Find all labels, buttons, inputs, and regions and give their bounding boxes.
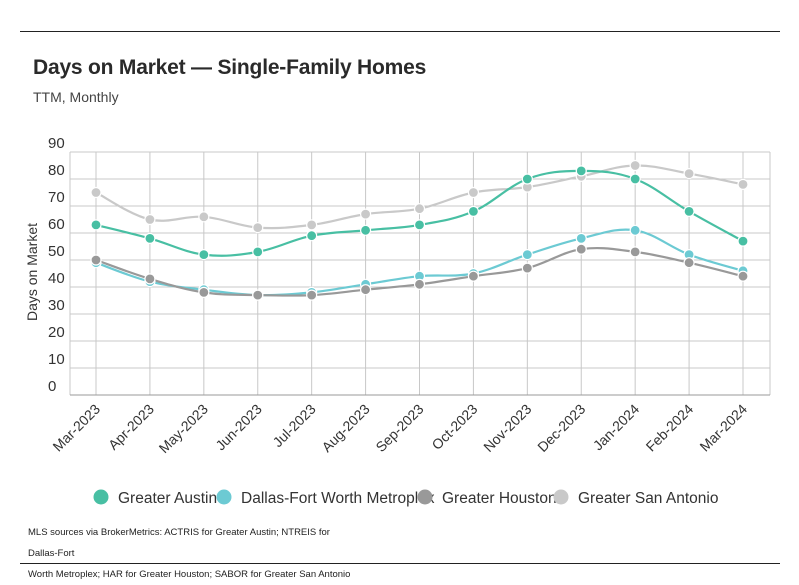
data-point (198, 211, 210, 223)
legend: Greater Austin Dallas-Fort Worth Metrople… (93, 489, 718, 507)
y-tick-label: 80 (48, 162, 65, 179)
y-tick-label: 40 (48, 270, 65, 287)
data-point (737, 178, 749, 190)
x-tick-label: Feb-2024 (643, 401, 697, 455)
data-point (629, 159, 641, 172)
legend-label: Greater Houston (442, 490, 557, 507)
data-point (306, 289, 318, 301)
legend-item: Greater Houston (417, 489, 557, 507)
data-point (737, 270, 749, 282)
source-note: MLS sources via BrokerMetrics: ACTRIS fo… (28, 522, 358, 585)
data-point (252, 222, 264, 234)
chart-title: Days on Market — Single-Family Homes (33, 56, 427, 79)
data-point (90, 254, 102, 266)
x-tick-label: Oct-2023 (428, 401, 480, 453)
x-tick-label: Jan-2024 (590, 401, 643, 454)
x-tick-label: Dec-2023 (534, 401, 588, 455)
x-tick-label: Sep-2023 (372, 401, 426, 455)
data-point (198, 286, 210, 298)
legend-marker (93, 489, 109, 505)
data-point (629, 224, 641, 236)
y-tick-label: 30 (48, 297, 65, 314)
y-tick-label: 70 (48, 189, 65, 206)
x-tick-label: Mar-2023 (49, 401, 103, 455)
data-point (306, 230, 318, 242)
legend-item: Dallas-Fort Worth Metroplex (216, 489, 435, 507)
legend-item: Greater San Antonio (553, 489, 718, 507)
data-point (521, 262, 533, 274)
data-point (467, 205, 480, 217)
y-tick-label: 50 (48, 243, 65, 260)
data-point (575, 165, 587, 177)
bottom-divider (20, 563, 780, 564)
data-point (683, 168, 695, 180)
data-point (413, 203, 426, 215)
chart-subtitle: TTM, Monthly (33, 89, 119, 105)
x-tick-label: Apr-2023 (105, 401, 157, 453)
data-point (144, 232, 156, 244)
data-point (629, 246, 641, 258)
data-point (252, 289, 264, 301)
y-tick-label: 90 (48, 135, 65, 152)
data-point (413, 219, 426, 231)
legend-label: Greater San Antonio (578, 490, 718, 507)
legend-marker (417, 489, 433, 505)
data-point (144, 213, 156, 226)
data-point (359, 224, 372, 236)
data-point (575, 243, 587, 255)
data-point (198, 249, 210, 261)
y-tick-label: 10 (48, 351, 65, 368)
legend-label: Greater Austin (118, 490, 217, 507)
y-tick-label: 0 (48, 378, 56, 395)
series-points (90, 159, 749, 301)
data-point (683, 205, 695, 217)
legend-marker (553, 489, 569, 505)
data-point (467, 270, 480, 282)
data-point (359, 208, 372, 220)
data-point (144, 273, 156, 285)
data-point (252, 246, 264, 258)
data-point (306, 219, 318, 231)
x-tick-label: Mar-2024 (696, 401, 750, 455)
legend-item: Greater Austin (93, 489, 217, 507)
y-axis-ticks: 0 10 20 30 40 50 60 70 80 90 (48, 135, 65, 395)
x-tick-label: May-2023 (156, 401, 211, 456)
x-tick-label: Aug-2023 (318, 401, 372, 455)
data-point (737, 235, 749, 247)
data-point (629, 173, 641, 185)
data-point (521, 173, 533, 185)
legend-marker (216, 489, 232, 505)
data-point (90, 219, 102, 231)
top-divider (20, 31, 780, 32)
y-axis-title: Days on Market (24, 223, 40, 321)
data-point (683, 257, 695, 269)
data-point (413, 278, 426, 290)
data-point (90, 186, 102, 199)
x-tick-label: Jun-2023 (212, 401, 265, 454)
y-tick-label: 20 (48, 324, 65, 341)
data-point (521, 249, 533, 261)
x-tick-label: Nov-2023 (480, 401, 534, 455)
x-tick-label: Jul-2023 (270, 401, 319, 450)
data-point (575, 232, 587, 244)
source-line-1: MLS sources via BrokerMetrics: ACTRIS fo… (28, 527, 330, 559)
y-tick-label: 60 (48, 216, 65, 233)
data-point (467, 186, 480, 199)
data-point (359, 284, 372, 296)
legend-label: Dallas-Fort Worth Metroplex (241, 490, 435, 507)
